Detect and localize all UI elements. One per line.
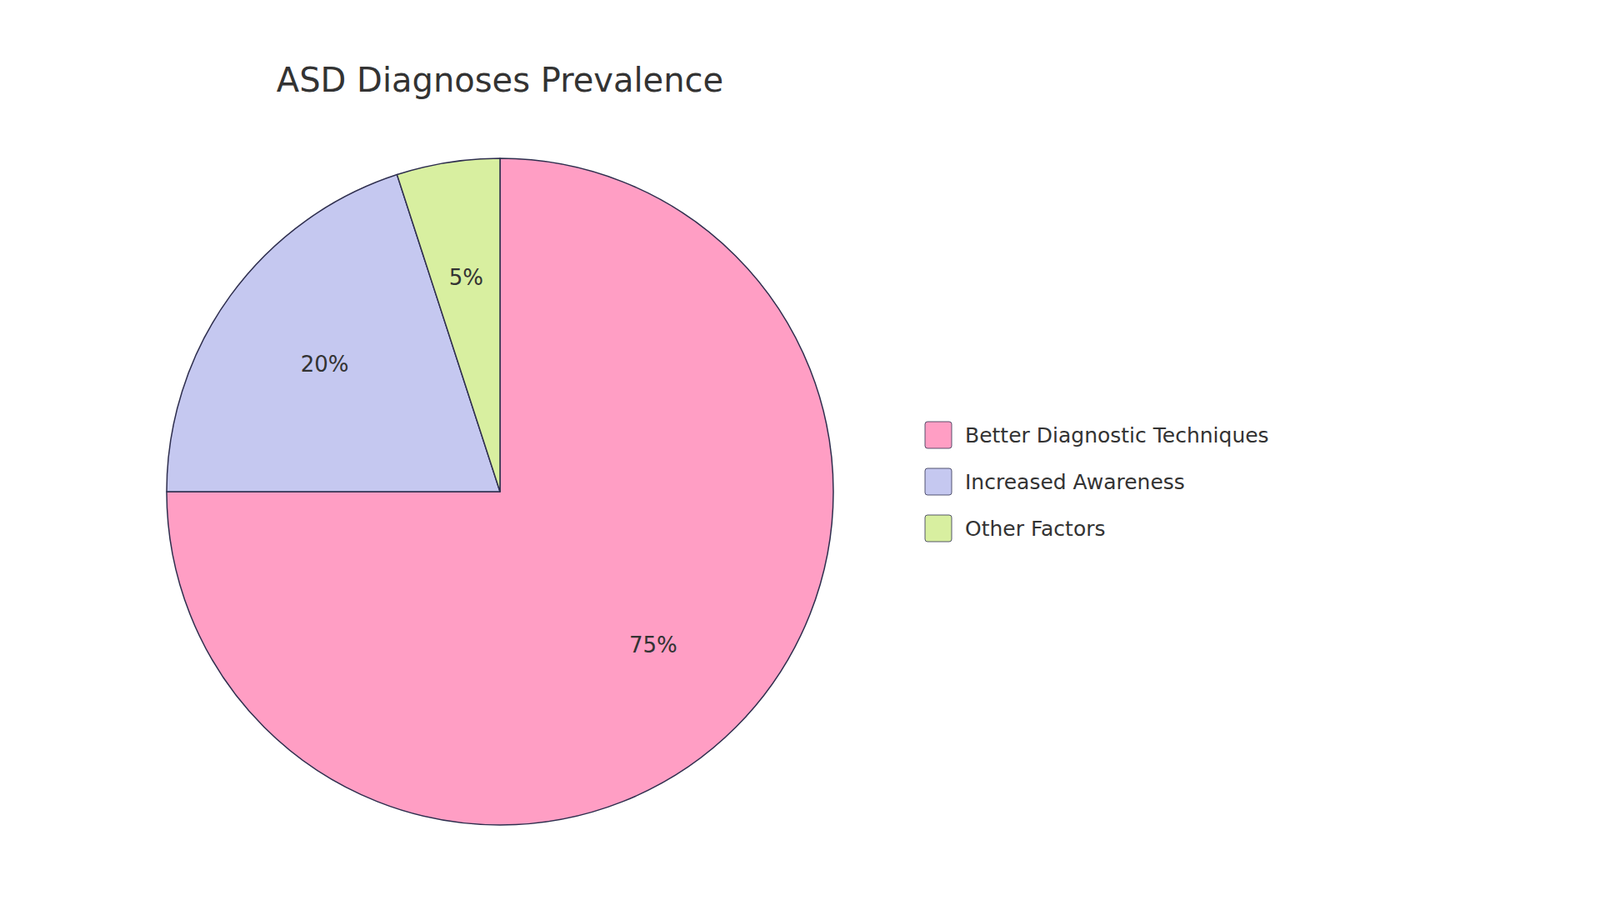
- pie-slice: [166, 158, 834, 825]
- legend-label: Other Factors: [965, 516, 1105, 541]
- legend-swatch: [925, 468, 952, 495]
- pie-slice: [396, 158, 500, 492]
- chart-container: ASD Diagnoses Prevalence 75% 20% 5% Better D…: [0, 0, 1600, 900]
- legend: Better Diagnostic Techniques Increased Aw…: [925, 421, 1270, 542]
- legend-label: Better Diagnostic Techniques: [965, 423, 1270, 448]
- legend-label: Increased Awareness: [965, 470, 1185, 495]
- data-label: 5%: [449, 265, 484, 290]
- pie-labels: 75% 20% 5%: [300, 265, 678, 658]
- legend-swatch: [925, 515, 952, 542]
- pie: [166, 158, 834, 825]
- chart-title: ASD Diagnoses Prevalence: [276, 60, 724, 100]
- legend-swatch: [925, 421, 952, 449]
- data-label: 20%: [300, 351, 350, 377]
- data-label: 75%: [629, 632, 678, 658]
- chart-svg: ASD Diagnoses Prevalence 75% 20% 5% Better D…: [0, 0, 1600, 900]
- background: [0, 0, 1600, 900]
